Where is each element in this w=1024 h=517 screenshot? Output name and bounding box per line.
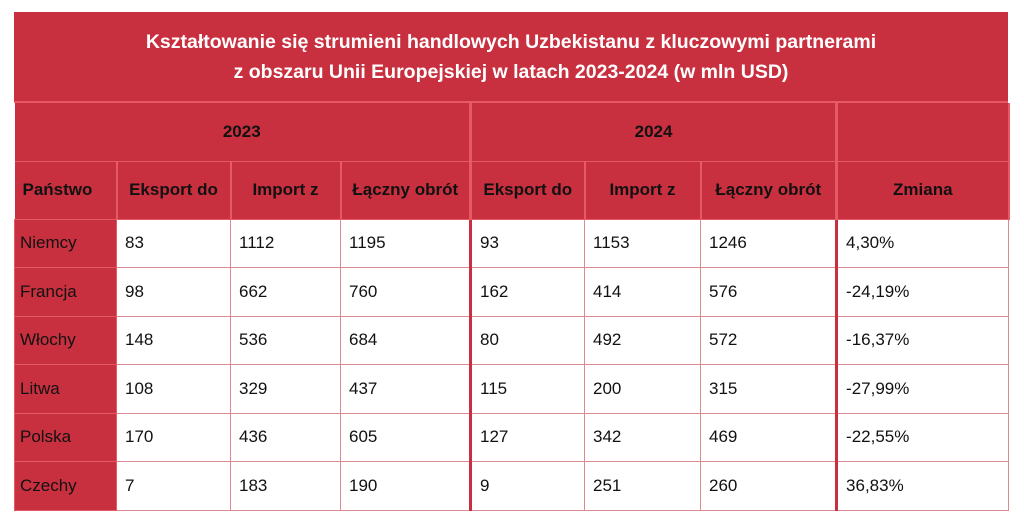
cell-country: Litwa (14, 364, 117, 414)
table-row: Włochy 148 536 684 80 492 572 -16,37% (14, 315, 1010, 365)
cell-export-2023: 98 (116, 267, 231, 317)
column-header-row: Państwo Eksport do Import z Łączny obrót… (14, 161, 1010, 220)
cell-export-2023: 108 (116, 364, 231, 414)
trade-table: 2023 2024 Państwo Eksport do Import z Łą… (14, 103, 1010, 511)
cell-change: 4,30% (836, 218, 1010, 268)
cell-country: Francja (14, 267, 117, 317)
col-header-total-2023: Łączny obrót (340, 161, 473, 220)
cell-export-2024: 9 (470, 461, 586, 511)
cell-country: Niemcy (14, 218, 117, 268)
cell-country: Polska (14, 412, 117, 462)
cell-total-2024: 576 (700, 267, 839, 317)
cell-import-2023: 183 (230, 461, 341, 511)
cell-import-2023: 329 (230, 364, 341, 414)
cell-change: 36,83% (836, 461, 1010, 511)
cell-import-2024: 414 (584, 267, 702, 317)
cell-total-2023: 760 (339, 267, 473, 317)
cell-import-2024: 251 (584, 461, 702, 511)
cell-export-2024: 80 (470, 315, 586, 365)
cell-change: -22,55% (836, 412, 1010, 462)
cell-export-2024: 162 (470, 267, 586, 317)
cell-import-2024: 1153 (584, 218, 702, 268)
table-row: Polska 170 436 605 127 342 469 -22,55% (14, 412, 1010, 462)
year-header-row: 2023 2024 (14, 103, 1010, 162)
cell-export-2023: 148 (116, 315, 231, 365)
title-line-2: z obszaru Unii Europejskiej w latach 202… (233, 60, 789, 83)
year-2024-header: 2024 (470, 103, 839, 162)
cell-country: Czechy (14, 461, 117, 511)
cell-total-2024: 572 (700, 315, 839, 365)
title-line-1: Kształtowanie się strumieni handlowych U… (145, 30, 877, 53)
cell-import-2024: 492 (584, 315, 702, 365)
cell-import-2023: 662 (230, 267, 341, 317)
cell-total-2024: 260 (700, 461, 839, 511)
year-2023-header: 2023 (14, 103, 473, 162)
cell-total-2024: 315 (700, 364, 839, 414)
cell-export-2023: 170 (116, 412, 231, 462)
cell-import-2024: 200 (584, 364, 702, 414)
cell-country: Włochy (14, 315, 117, 365)
cell-import-2024: 342 (584, 412, 702, 462)
cell-import-2023: 436 (230, 412, 341, 462)
col-header-country: Państwo (14, 161, 118, 220)
cell-export-2024: 93 (470, 218, 586, 268)
cell-total-2023: 190 (339, 461, 473, 511)
cell-total-2023: 1195 (339, 218, 473, 268)
cell-total-2023: 684 (339, 315, 473, 365)
cell-import-2023: 1112 (230, 218, 341, 268)
table-row: Niemcy 83 1112 1195 93 1153 1246 4,30% (14, 218, 1010, 268)
cell-change: -24,19% (836, 267, 1010, 317)
table-row: Francja 98 662 760 162 414 576 -24,19% (14, 267, 1010, 317)
cell-total-2024: 469 (700, 412, 839, 462)
cell-total-2023: 605 (339, 412, 473, 462)
table-row: Litwa 108 329 437 115 200 315 -27,99% (14, 364, 1010, 414)
table-title: Kształtowanie się strumieni handlowych U… (14, 12, 1008, 103)
cell-import-2023: 536 (230, 315, 341, 365)
cell-export-2024: 127 (470, 412, 586, 462)
cell-export-2023: 7 (116, 461, 231, 511)
col-header-import-2023: Import z (230, 161, 342, 220)
col-header-total-2024: Łączny obrót (700, 161, 839, 220)
cell-total-2023: 437 (339, 364, 473, 414)
cell-export-2024: 115 (470, 364, 586, 414)
cell-change: -16,37% (836, 315, 1010, 365)
col-header-import-2024: Import z (584, 161, 702, 220)
trade-table-figure: Kształtowanie się strumieni handlowych U… (14, 12, 1010, 511)
year-empty-header (836, 103, 1010, 162)
col-header-change: Zmiana (836, 161, 1010, 220)
col-header-export-2023: Eksport do (116, 161, 232, 220)
table-row: Czechy 7 183 190 9 251 260 36,83% (14, 461, 1010, 511)
col-header-export-2024: Eksport do (470, 161, 586, 220)
cell-total-2024: 1246 (700, 218, 839, 268)
cell-export-2023: 83 (116, 218, 231, 268)
cell-change: -27,99% (836, 364, 1010, 414)
